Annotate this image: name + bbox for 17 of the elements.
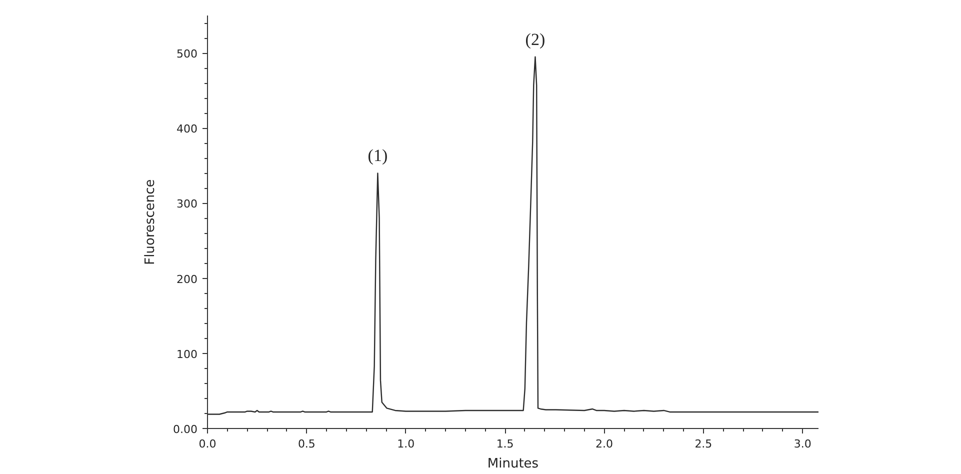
annotation: (1) — [368, 146, 388, 166]
x-tick-label: 1.5 — [496, 438, 514, 450]
x-tick-label: 0.5 — [298, 438, 316, 450]
y-tick-label: 100 — [176, 348, 198, 361]
y-tick-label: 300 — [176, 198, 198, 211]
x-tick-label: 2.5 — [694, 438, 712, 450]
x-tick-label: 1.0 — [397, 438, 415, 450]
y-axis-title: Fluorescence — [143, 179, 158, 265]
annotation: (2) — [525, 30, 546, 49]
y-tick-label: 200 — [176, 272, 198, 286]
y-tick-label: 500 — [176, 48, 198, 61]
x-tick-label: 0.0 — [198, 438, 216, 450]
x-tick-label: 3.0 — [794, 438, 812, 450]
x-axis-title: Minutes — [487, 456, 539, 472]
y-tick-label: 0.00 — [173, 423, 198, 436]
y-tick-label: 400 — [176, 122, 198, 136]
x-tick-label: 2.0 — [596, 438, 614, 450]
